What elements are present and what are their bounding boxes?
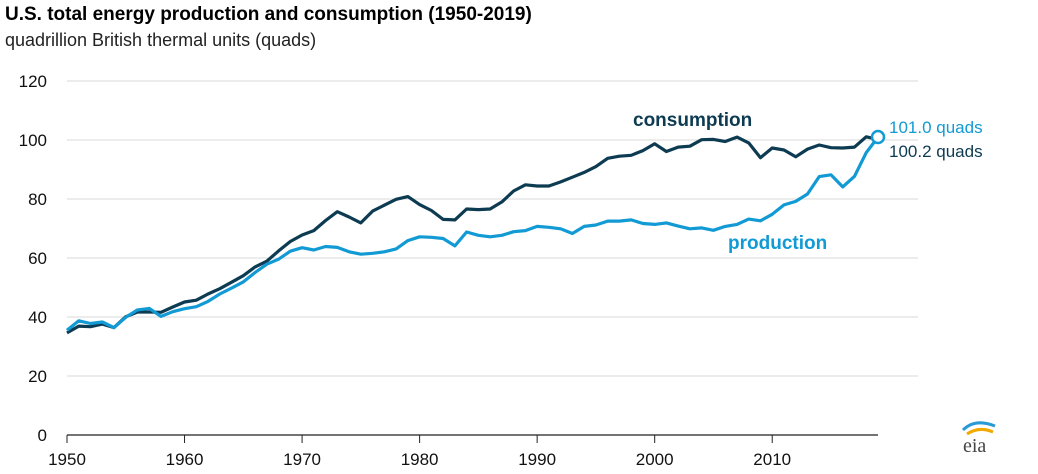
production-line bbox=[65, 136, 880, 332]
eia-logo-arc-blue bbox=[961, 421, 996, 432]
consumption-end-label: 100.2 quads bbox=[889, 142, 983, 161]
eia-logo: eia bbox=[961, 421, 996, 457]
chart-subtitle: quadrillion British thermal units (quads… bbox=[5, 30, 317, 50]
chart-title: U.S. total energy production and consump… bbox=[5, 4, 532, 25]
y-tick-label: 100 bbox=[19, 131, 47, 150]
x-tick-label: 2000 bbox=[636, 450, 674, 469]
x-tick-label: 1950 bbox=[48, 450, 86, 469]
x-tick-label: 2010 bbox=[753, 450, 791, 469]
y-tick-label: 0 bbox=[38, 426, 47, 445]
eia-logo-arc-orange bbox=[966, 427, 994, 436]
y-tick-label: 60 bbox=[28, 249, 47, 268]
eia-logo-text: eia bbox=[963, 435, 986, 457]
x-tick-label: 1960 bbox=[166, 450, 204, 469]
x-tick-label: 1980 bbox=[401, 450, 439, 469]
gridlines bbox=[67, 80, 918, 377]
y-tick-label: 120 bbox=[19, 72, 47, 91]
production-endpoint-marker bbox=[870, 129, 886, 145]
consumption-series-label: consumption bbox=[633, 110, 752, 131]
y-tick-label: 20 bbox=[28, 367, 47, 386]
series-lines bbox=[65, 129, 886, 335]
x-axis: 1950 1960 1970 1980 1990 2000 2010 bbox=[48, 434, 878, 469]
y-axis-ticks: 0 20 40 60 80 100 120 bbox=[19, 72, 47, 445]
y-tick-label: 40 bbox=[28, 308, 47, 327]
production-series-label: production bbox=[728, 233, 827, 254]
consumption-line bbox=[66, 135, 879, 335]
x-tick-label: 1990 bbox=[518, 450, 556, 469]
production-end-label: 101.0 quads bbox=[889, 118, 983, 137]
y-tick-label: 80 bbox=[28, 190, 47, 209]
x-tick-label: 1970 bbox=[283, 450, 321, 469]
